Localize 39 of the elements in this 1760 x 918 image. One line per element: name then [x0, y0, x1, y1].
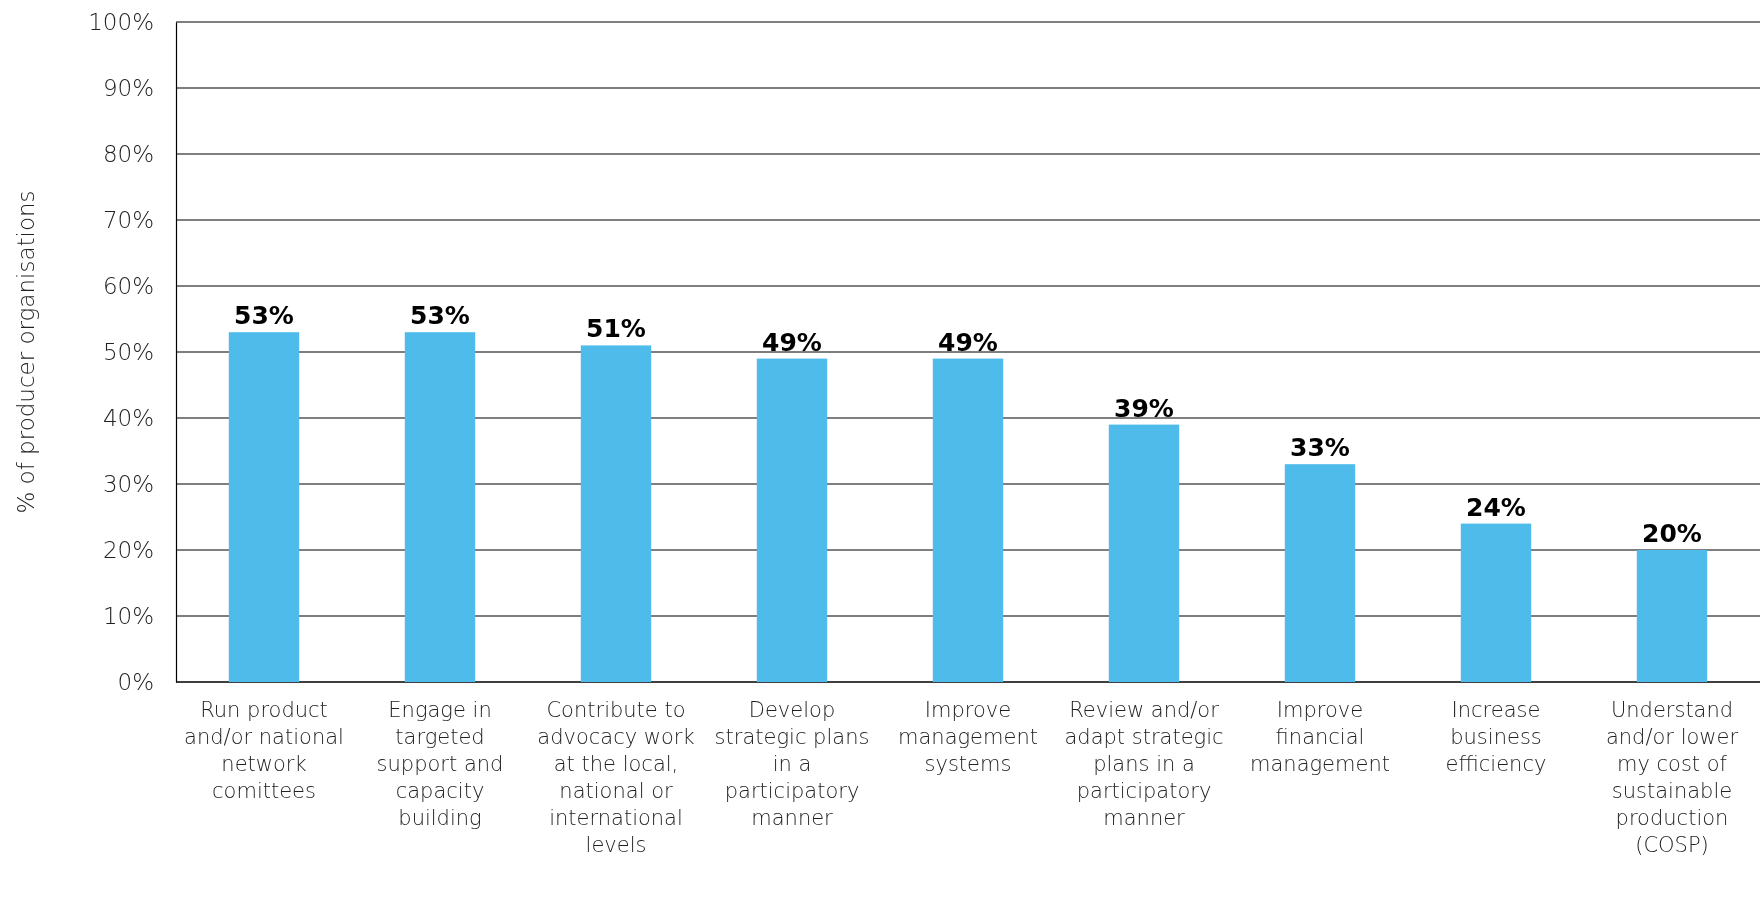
x-tick-label: Improve financial management: [1250, 698, 1390, 776]
data-label: 51%: [586, 314, 646, 344]
y-axis-title: % of producer organisations: [13, 190, 39, 514]
x-tick-label: Increase business efficiency: [1445, 698, 1547, 776]
x-tick-label: Improve management systems: [898, 698, 1038, 776]
bar: [1284, 464, 1356, 682]
data-label: 53%: [234, 301, 294, 331]
data-label: 20%: [1642, 519, 1702, 548]
data-label: 33%: [1290, 433, 1350, 463]
x-tick-label: Review and/or adapt strategic plans in a participatory manner: [1064, 698, 1224, 830]
y-tick-label: 70%: [102, 206, 154, 233]
x-tick-label: Understand and/or lower my cost of sustainable production (COSP): [1605, 698, 1739, 857]
bar: [1636, 550, 1708, 682]
bar: [1460, 523, 1532, 682]
data-label: 49%: [762, 327, 822, 357]
y-tick-label: 80%: [102, 140, 154, 167]
bar: [580, 345, 652, 682]
x-tick-label: Contribute to advocacy work at the local, national or international levels: [537, 698, 695, 857]
data-label: 39%: [1114, 393, 1174, 423]
y-tick-label: 10%: [102, 602, 154, 629]
x-tick-label: Develop strategic plans in a participatory manner: [714, 698, 870, 830]
bar: [756, 358, 828, 682]
y-tick-label: 30%: [102, 470, 154, 497]
bar: [932, 358, 1004, 682]
data-label: 49%: [938, 327, 998, 357]
y-tick-label: 90%: [102, 74, 154, 101]
y-tick-label: 60%: [102, 272, 154, 299]
data-label: 24%: [1466, 492, 1526, 522]
y-tick-label: 100%: [88, 8, 154, 35]
y-tick-label: 40%: [102, 404, 154, 431]
y-tick-label: 0%: [117, 668, 154, 695]
bar: [404, 332, 476, 682]
y-tick-label: 20%: [102, 536, 154, 563]
x-tick-label: Engage in targeted support and capacity building: [376, 698, 504, 830]
x-tick-label: Run product and/or national network comittees: [184, 698, 344, 803]
bar: [1108, 424, 1180, 682]
data-label: 53%: [410, 301, 470, 331]
bar: [228, 332, 300, 682]
y-tick-label: 50%: [102, 338, 154, 365]
